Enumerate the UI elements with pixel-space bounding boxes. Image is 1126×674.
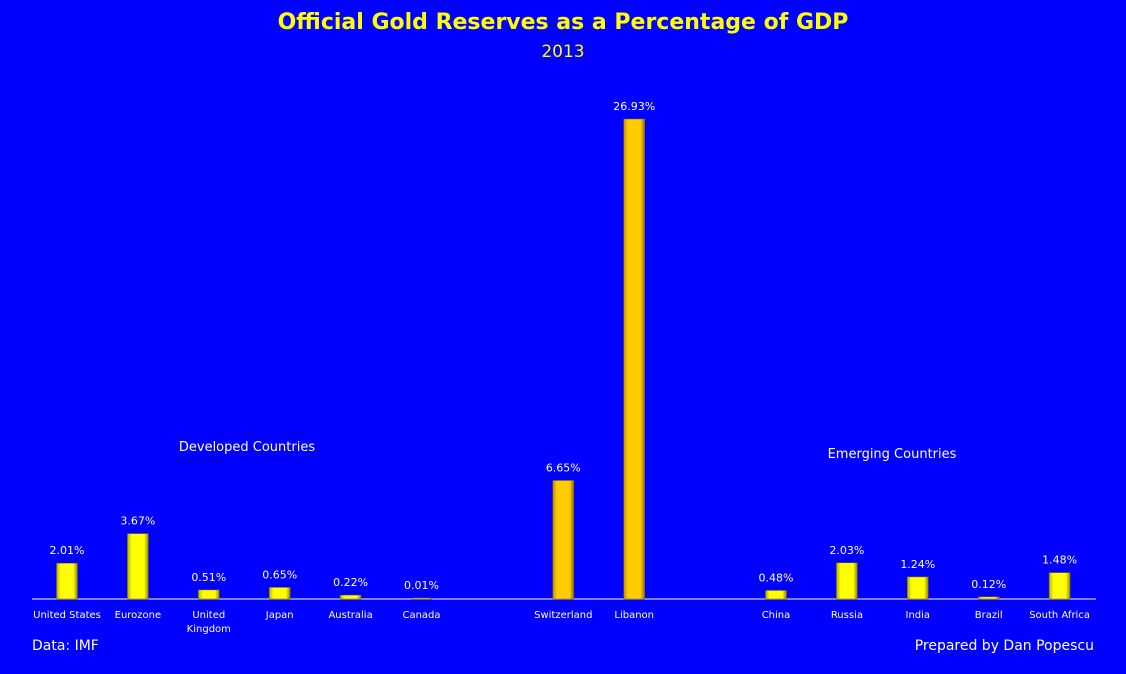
- data-source: Data: IMF: [32, 638, 99, 654]
- x-tick-label: United: [192, 610, 225, 621]
- x-tick-label: South Africa: [1029, 610, 1090, 621]
- data-label: 2.03%: [829, 544, 864, 557]
- x-tick-label: Eurozone: [115, 610, 162, 621]
- x-tick-label: Canada: [402, 610, 440, 621]
- data-label: 1.48%: [1042, 554, 1077, 567]
- bar: [765, 590, 787, 600]
- bar: [198, 589, 220, 600]
- data-label: 0.48%: [759, 571, 794, 584]
- bar: [977, 596, 1000, 600]
- prepared-by: Prepared by Dan Popescu: [914, 638, 1094, 654]
- data-label: 1.24%: [900, 558, 935, 571]
- x-tick-label: Switzerland: [534, 610, 592, 621]
- bar: [623, 118, 645, 600]
- x-tick-label: Libanon: [614, 610, 654, 621]
- bar: [56, 562, 78, 600]
- bar: [339, 594, 362, 600]
- x-tick-label: Australia: [328, 610, 372, 621]
- data-label: 26.93%: [613, 100, 655, 113]
- data-label: 6.65%: [546, 461, 581, 474]
- x-tick-label: Kingdom: [187, 624, 231, 635]
- data-label: 3.67%: [120, 515, 155, 528]
- x-tick-label: United States: [33, 610, 101, 621]
- x-tick-label: Japan: [265, 610, 294, 621]
- chart-subtitle: 2013: [541, 42, 585, 62]
- bar: [127, 533, 149, 600]
- data-label: 0.65%: [262, 568, 297, 581]
- bar: [907, 576, 929, 600]
- chart-title: Official Gold Reserves as a Percentage o…: [277, 10, 849, 35]
- data-label: 0.12%: [971, 578, 1006, 591]
- bar: [410, 597, 433, 600]
- data-label: 0.51%: [191, 571, 226, 584]
- data-label: 0.22%: [333, 576, 368, 589]
- group-annotation: Emerging Countries: [828, 447, 957, 462]
- data-label: 0.01%: [404, 579, 439, 592]
- x-tick-label: Russia: [831, 610, 863, 621]
- bar: [1048, 572, 1071, 600]
- data-label: 2.01%: [50, 544, 85, 557]
- bar: [836, 562, 858, 600]
- x-tick-label: China: [762, 610, 791, 621]
- bar: [552, 480, 575, 600]
- x-tick-label: Brazil: [975, 610, 1003, 621]
- group-annotation: Developed Countries: [179, 440, 315, 455]
- x-tick-label: India: [906, 610, 931, 621]
- bar: [268, 587, 291, 600]
